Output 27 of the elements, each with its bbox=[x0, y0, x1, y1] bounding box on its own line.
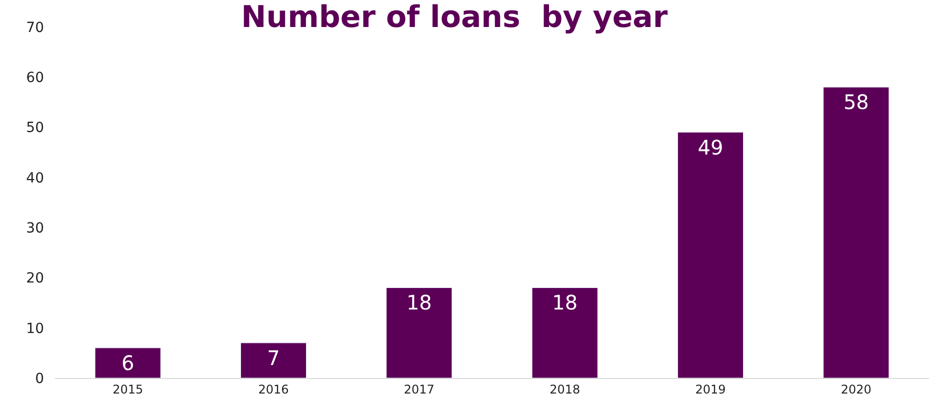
data-label: 7 bbox=[267, 346, 280, 370]
bar bbox=[240, 342, 307, 378]
bar bbox=[386, 287, 452, 378]
data-label: 49 bbox=[698, 135, 724, 160]
x-tick-label: 2020 bbox=[840, 382, 872, 396]
bar bbox=[823, 86, 890, 378]
chart-title: Number of loans by year bbox=[241, 0, 668, 36]
x-tick-label: 2017 bbox=[404, 382, 434, 396]
data-label: 18 bbox=[406, 290, 432, 315]
y-tick-label: 30 bbox=[26, 220, 44, 236]
y-tick-label: 20 bbox=[26, 270, 44, 287]
y-tick-label: 10 bbox=[26, 320, 44, 337]
y-tick-label: 40 bbox=[26, 170, 44, 186]
y-tick-label: 0 bbox=[35, 370, 44, 387]
x-tick-label: 2015 bbox=[112, 382, 144, 396]
x-tick-label: 2016 bbox=[258, 382, 289, 396]
x-tick-label: 2019 bbox=[695, 382, 726, 396]
data-label: 58 bbox=[843, 90, 869, 114]
bar bbox=[94, 348, 161, 378]
y-tick-label: 60 bbox=[26, 70, 44, 86]
bar bbox=[532, 287, 598, 378]
y-tick-label: 70 bbox=[26, 20, 44, 36]
data-label: 6 bbox=[121, 350, 134, 375]
y-tick-label: 50 bbox=[26, 120, 44, 136]
x-tick-label: 2018 bbox=[550, 382, 580, 396]
bar bbox=[677, 132, 744, 378]
data-label: 18 bbox=[552, 290, 578, 315]
